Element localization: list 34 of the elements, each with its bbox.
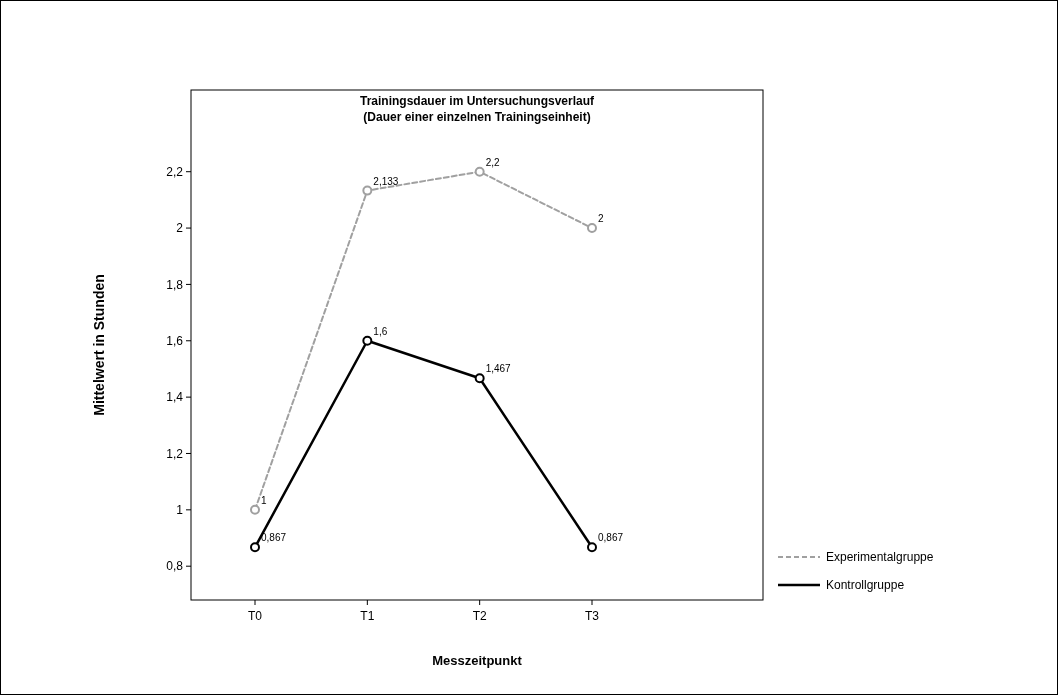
y-tick-label: 1,4: [166, 390, 184, 405]
point: [587, 542, 597, 553]
x-tick-label: T1: [360, 609, 375, 623]
data-label: 0,867: [261, 532, 287, 544]
point: [362, 185, 373, 196]
x-tick-label: T0: [247, 609, 263, 623]
legend-label: Experimentalgruppe: [826, 550, 934, 565]
point: [250, 542, 260, 553]
point: [362, 335, 373, 346]
y-tick-label: 1,8: [166, 277, 184, 292]
point: [474, 373, 485, 384]
point: [587, 223, 597, 234]
data-label: 0,867: [598, 532, 624, 544]
x-axis-title: Messzeitpunkt: [432, 653, 523, 668]
y-tick-label: 2: [176, 221, 184, 236]
data-label: 2,2: [485, 156, 501, 168]
x-tick-label: T2: [472, 609, 487, 623]
x-tick-label: T3: [584, 609, 600, 623]
point: [474, 166, 485, 177]
legend-label: Kontrollgruppe: [826, 578, 905, 593]
point: [250, 504, 260, 515]
y-tick-label: 2,2: [166, 164, 184, 179]
data-label: 2: [598, 213, 604, 225]
y-axis-title: Mittelwert in Stunden: [91, 274, 107, 416]
chart-title: Trainingsdauer im Untersuchungsverlauf: [359, 94, 596, 108]
data-label: 1,467: [485, 363, 512, 375]
text: (Dauer einer einzelnen Trainingseinheit): [363, 110, 591, 124]
y-tick-label: 1,2: [166, 446, 184, 461]
data-label: 1,6: [373, 325, 388, 337]
y-tick-label: 1,6: [166, 333, 184, 348]
data-label: 1: [261, 494, 267, 506]
data-label: 2,133: [373, 175, 399, 187]
y-tick-label: 0,8: [166, 559, 184, 574]
y-tick-label: 1: [176, 503, 184, 518]
